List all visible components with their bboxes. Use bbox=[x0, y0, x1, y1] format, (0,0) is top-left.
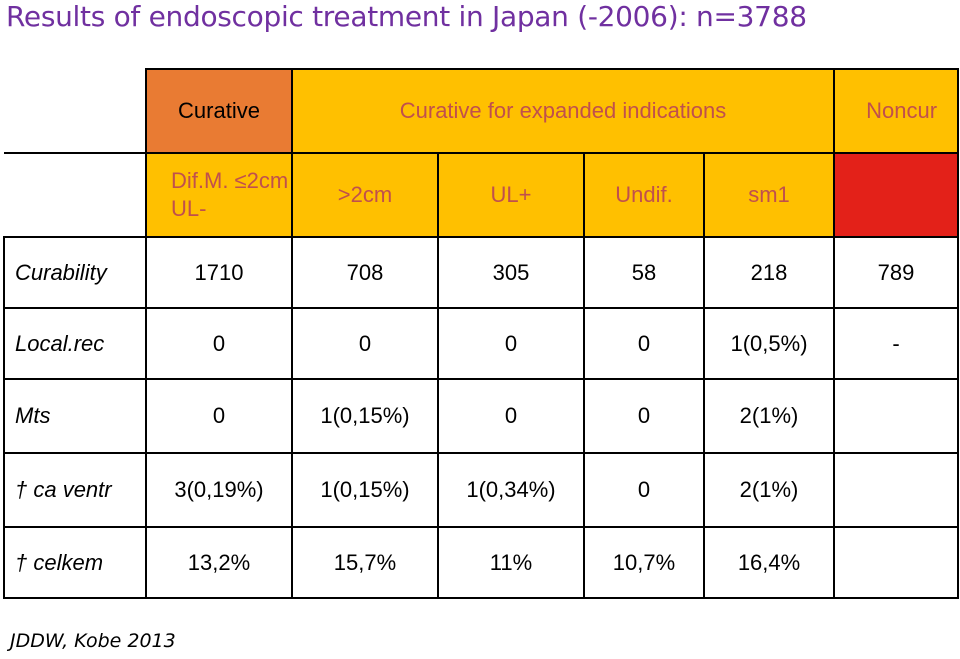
slide-title: Results of endoscopic treatment in Japan… bbox=[6, 0, 807, 33]
corner-cell bbox=[4, 69, 147, 154]
expanded-indications-header: Curative for expanded indications bbox=[290, 68, 836, 154]
dif-line2: UL- bbox=[171, 196, 207, 221]
table-cell: 708 bbox=[291, 236, 439, 309]
undif-subheader: Undif. bbox=[583, 152, 705, 238]
results-table-wrapper: Curative Curative for expanded indicatio… bbox=[3, 68, 960, 606]
table-cell: 1(0,15%) bbox=[291, 452, 439, 528]
dif-line1: Dif.M. ≤2cm bbox=[171, 168, 289, 193]
table-cell: 218 bbox=[702, 236, 836, 309]
noncur-subheader bbox=[833, 152, 960, 238]
table-row: Local.rec 0 0 0 0 1(0,5%) - bbox=[3, 307, 960, 380]
table-cell: 0 bbox=[583, 452, 705, 528]
table-cell bbox=[833, 378, 960, 454]
noncurative-header: Noncur bbox=[833, 68, 960, 154]
table-cell: 16,4% bbox=[702, 526, 836, 599]
gt2cm-subheader: >2cm bbox=[291, 152, 439, 238]
row-label: Mts bbox=[3, 378, 147, 454]
sm1-subheader: sm1 bbox=[702, 152, 836, 238]
table-cell: 0 bbox=[583, 307, 705, 380]
table-cell: 1710 bbox=[145, 236, 293, 309]
table-cell: 0 bbox=[583, 378, 705, 454]
source-footer: JDDW, Kobe 2013 bbox=[10, 630, 176, 652]
subheader-row: Dif.M. ≤2cm UL- >2cm UL+ Undif. sm1 bbox=[4, 152, 960, 238]
results-table: Curative Curative for expanded indicatio… bbox=[3, 68, 960, 599]
table-cell: 2(1%) bbox=[702, 378, 836, 454]
table-cell: 3(0,19%) bbox=[145, 452, 293, 528]
curative-header: Curative bbox=[145, 68, 293, 154]
table-row: Mts 0 1(0,15%) 0 0 2(1%) bbox=[3, 378, 960, 454]
row-label: † ca ventr bbox=[3, 452, 147, 528]
table-cell: 1(0,15%) bbox=[291, 378, 439, 454]
table-row: † celkem 13,2% 15,7% 11% 10,7% 16,4% bbox=[3, 526, 960, 599]
table-cell: 11% bbox=[437, 526, 585, 599]
table-cell: 0 bbox=[145, 307, 293, 380]
table-cell: 2(1%) bbox=[702, 452, 836, 528]
table-cell: 0 bbox=[145, 378, 293, 454]
dif-subheader: Dif.M. ≤2cm UL- bbox=[145, 152, 293, 238]
header-row: Curative Curative for expanded indicatio… bbox=[4, 68, 960, 154]
table-cell bbox=[833, 526, 960, 599]
table-row: Curability 1710 708 305 58 218 789 bbox=[3, 236, 960, 309]
corner-cell-2 bbox=[4, 153, 147, 238]
row-label: Local.rec bbox=[3, 307, 147, 380]
table-cell: 10,7% bbox=[583, 526, 705, 599]
table-cell: - bbox=[833, 307, 960, 380]
table-cell: 789 bbox=[833, 236, 960, 309]
ulplus-subheader: UL+ bbox=[437, 152, 585, 238]
table-cell: 0 bbox=[437, 378, 585, 454]
table-cell: 13,2% bbox=[145, 526, 293, 599]
table-cell: 58 bbox=[583, 236, 705, 309]
row-label: Curability bbox=[3, 236, 147, 309]
table-cell: 305 bbox=[437, 236, 585, 309]
table-row: † ca ventr 3(0,19%) 1(0,15%) 1(0,34%) 0 … bbox=[3, 452, 960, 528]
table-cell: 15,7% bbox=[291, 526, 439, 599]
table-cell: 0 bbox=[437, 307, 585, 380]
table-cell: 0 bbox=[291, 307, 439, 380]
table-cell: 1(0,34%) bbox=[437, 452, 585, 528]
table-cell: 1(0,5%) bbox=[702, 307, 836, 380]
row-label: † celkem bbox=[3, 526, 147, 599]
table-cell bbox=[833, 452, 960, 528]
